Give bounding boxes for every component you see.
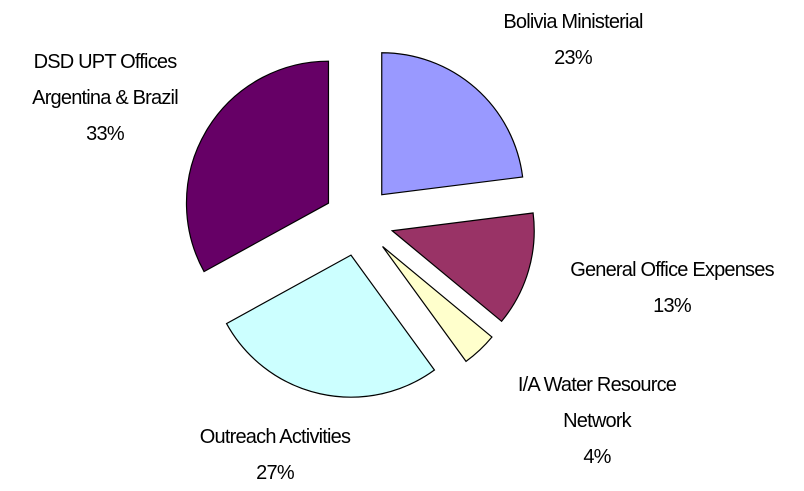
slice-label: Outreach Activities 27% — [155, 419, 395, 491]
pie-slice — [185, 60, 330, 273]
pie-slice — [225, 254, 436, 398]
pie-slice — [390, 212, 535, 323]
slice-label: DSD UPT Offices Argentina & Brazil 33% — [5, 44, 205, 152]
slice-label: I/A Water Resource Network 4% — [490, 367, 705, 475]
pie-slice — [381, 52, 524, 196]
value-label: 27% — [256, 462, 294, 484]
value-label: 13% — [653, 295, 691, 317]
slice-label: Bolivia Ministerial 23% — [443, 4, 703, 76]
category-label: General Office Expenses — [570, 259, 774, 281]
pie-slice — [382, 246, 493, 363]
category-label: I/A Water Resource Network — [517, 374, 677, 432]
category-label: Outreach Activities — [199, 426, 351, 448]
slice-label: General Office Expenses 13% — [532, 252, 804, 324]
category-label: DSD UPT Offices Argentina & Brazil — [32, 51, 178, 109]
category-label: Bolivia Ministerial — [503, 11, 643, 33]
value-label: 23% — [554, 47, 592, 69]
value-label: 33% — [86, 123, 124, 145]
value-label: 4% — [583, 446, 611, 468]
